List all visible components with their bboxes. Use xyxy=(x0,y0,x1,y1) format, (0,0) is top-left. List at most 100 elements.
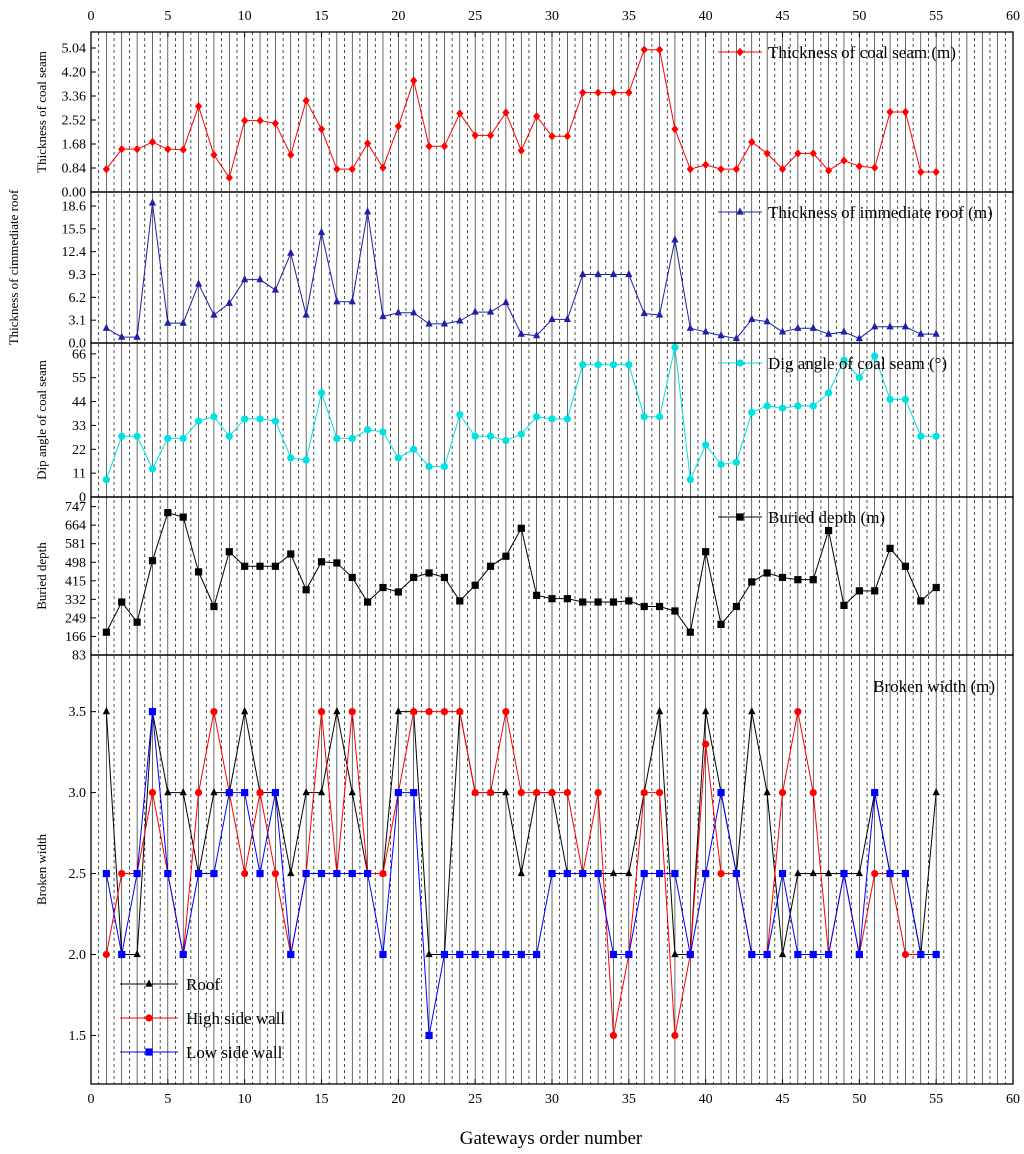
data-point xyxy=(379,583,387,592)
data-point xyxy=(732,602,740,611)
data-point xyxy=(302,456,310,464)
data-point xyxy=(717,460,725,469)
data-point xyxy=(732,333,740,342)
data-point xyxy=(210,788,218,796)
data-point xyxy=(486,950,495,959)
data-point xyxy=(425,463,433,471)
data-point xyxy=(302,788,310,796)
data-point xyxy=(410,573,418,582)
data-point xyxy=(886,395,894,403)
data-point xyxy=(548,869,556,878)
data-point xyxy=(609,361,618,369)
y-tick-label: 11 xyxy=(73,467,86,482)
data-point xyxy=(348,573,356,582)
data-point xyxy=(625,88,633,97)
data-point xyxy=(748,137,756,147)
data-point xyxy=(748,408,756,417)
data-point xyxy=(625,597,633,605)
data-point xyxy=(840,156,848,165)
data-point xyxy=(379,869,387,878)
data-point xyxy=(736,513,744,521)
x-tick-label-bottom: 35 xyxy=(622,1092,636,1107)
data-point xyxy=(717,164,725,174)
data-point xyxy=(579,869,587,878)
y-tick-label: 3.5 xyxy=(69,705,87,720)
data-point xyxy=(825,389,833,397)
data-point xyxy=(133,144,141,154)
legend-label-coal: Thickness of coal seam (m) xyxy=(768,43,956,62)
data-point xyxy=(145,1048,153,1056)
data-point xyxy=(563,789,571,797)
data-point xyxy=(609,269,618,278)
data-point xyxy=(809,149,817,158)
y-tick-label: 0.0 xyxy=(69,337,87,352)
y-tick-label: 15.5 xyxy=(62,222,87,237)
data-point xyxy=(886,869,894,878)
data-point xyxy=(732,164,740,174)
data-point xyxy=(671,607,679,615)
data-point xyxy=(748,578,756,586)
data-point xyxy=(486,131,495,140)
data-point xyxy=(456,708,464,716)
y-tick-label: 0 xyxy=(79,491,86,506)
data-point xyxy=(133,869,141,878)
data-point xyxy=(855,868,863,877)
data-point xyxy=(364,207,372,215)
y-tick-label: 83 xyxy=(72,649,86,664)
data-point xyxy=(394,789,402,797)
data-point xyxy=(194,789,203,797)
data-point xyxy=(302,310,310,318)
data-point xyxy=(702,441,710,449)
x-tick-label-bottom: 45 xyxy=(776,1092,790,1107)
data-point xyxy=(287,950,295,959)
data-point xyxy=(256,562,264,570)
data-point xyxy=(456,950,464,959)
data-point xyxy=(794,868,802,877)
data-point xyxy=(102,164,110,174)
data-point xyxy=(271,119,279,128)
data-point xyxy=(164,318,172,326)
data-point xyxy=(778,869,787,878)
data-point xyxy=(287,454,295,462)
data-point xyxy=(118,332,126,340)
data-point xyxy=(932,432,940,440)
legend-label-0: Roof xyxy=(186,975,220,994)
data-point xyxy=(148,465,157,473)
data-point xyxy=(533,950,541,959)
y-axis-label-broken: Broken width xyxy=(34,833,49,905)
data-point xyxy=(471,950,479,959)
data-point xyxy=(256,415,264,423)
x-tick-label-top: 20 xyxy=(391,9,405,24)
x-tick-label-top: 50 xyxy=(852,9,866,24)
data-point xyxy=(194,568,203,576)
data-point xyxy=(471,307,479,315)
data-point xyxy=(456,597,464,605)
data-point xyxy=(655,869,664,878)
data-point xyxy=(778,949,787,958)
data-point xyxy=(517,524,525,532)
data-point xyxy=(102,476,110,484)
data-point xyxy=(148,789,157,797)
data-point xyxy=(825,329,833,337)
x-tick-label-top: 0 xyxy=(88,9,95,24)
y-tick-label: 2.5 xyxy=(69,867,87,882)
data-point xyxy=(394,454,402,462)
data-point xyxy=(671,343,679,351)
data-point xyxy=(317,869,326,878)
data-point xyxy=(486,307,495,315)
data-point xyxy=(594,361,602,369)
data-point xyxy=(118,598,126,606)
data-point xyxy=(736,359,744,367)
data-point xyxy=(594,598,602,606)
data-point xyxy=(379,950,387,959)
data-point xyxy=(102,323,110,331)
data-point xyxy=(763,317,771,325)
data-point xyxy=(410,445,418,453)
data-point xyxy=(702,707,710,715)
data-point xyxy=(287,868,295,877)
x-tick-label-top: 40 xyxy=(699,9,713,24)
data-point xyxy=(655,310,664,318)
data-point xyxy=(348,708,356,716)
data-point xyxy=(302,96,310,105)
